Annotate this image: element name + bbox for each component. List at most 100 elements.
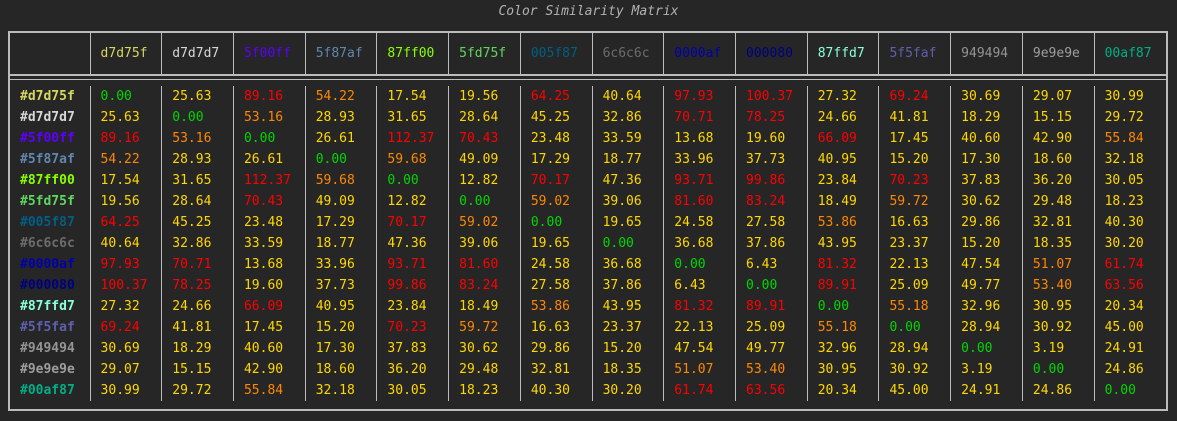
- similarity-value-cell: 30.99: [1093, 86, 1166, 107]
- similarity-value-cell: 53.40: [735, 359, 808, 380]
- similarity-value-cell: 47.36: [591, 170, 664, 191]
- similarity-value-cell: 30.69: [950, 86, 1023, 107]
- row-header: #9e9e9e: [20, 362, 75, 377]
- similarity-value-cell: 13.68: [663, 128, 736, 149]
- similarity-value-cell: 0.00: [1021, 359, 1095, 380]
- column-header: d7d75f: [89, 33, 162, 74]
- similarity-value-cell: 47.54: [663, 338, 736, 359]
- column-header: 949494: [950, 33, 1023, 74]
- similarity-value-cell: 17.29: [304, 212, 377, 233]
- column-header: 0000af: [663, 33, 736, 74]
- table-row: #005f87 64.25 45.25 23.48 17.29 70.17 59.02 0.0…: [10, 212, 1166, 233]
- similarity-value-cell: 30.20: [591, 380, 664, 401]
- table-row: #0000af 97.93 70.71 13.68 33.96 93.71 81.60 24.…: [10, 254, 1166, 275]
- similarity-value-cell: 59.02: [448, 212, 521, 233]
- similarity-value-cell: 53.40: [1021, 275, 1095, 296]
- row-header: #d7d7d7: [20, 110, 75, 125]
- row-header: #000080: [20, 278, 75, 293]
- similarity-value-cell: 89.91: [735, 296, 808, 317]
- similarity-value-cell: 24.91: [950, 380, 1023, 401]
- similarity-value-cell: 27.58: [519, 275, 593, 296]
- similarity-value-cell: 59.72: [878, 191, 951, 212]
- similarity-value-cell: 59.02: [519, 191, 593, 212]
- similarity-value-cell: 51.07: [1021, 254, 1095, 275]
- similarity-value-cell: 0.00: [89, 86, 162, 107]
- similarity-value-cell: 26.61: [232, 149, 306, 170]
- similarity-value-cell: 15.20: [878, 149, 951, 170]
- similarity-value-cell: 23.37: [878, 233, 951, 254]
- similarity-value-cell: 0.00: [304, 149, 377, 170]
- similarity-value-cell: 25.63: [89, 107, 162, 128]
- similarity-value-cell: 12.82: [448, 170, 521, 191]
- similarity-value-cell: 22.13: [878, 254, 951, 275]
- similarity-value-cell: 33.59: [232, 233, 306, 254]
- similarity-value-cell: 37.73: [304, 275, 377, 296]
- similarity-value-cell: 18.23: [448, 380, 521, 401]
- similarity-value-cell: 31.65: [376, 107, 449, 128]
- similarity-value-cell: 6.43: [735, 254, 808, 275]
- similarity-value-cell: 18.29: [950, 107, 1023, 128]
- similarity-value-cell: 70.71: [161, 254, 234, 275]
- similarity-value-cell: 69.24: [89, 317, 162, 338]
- similarity-value-cell: 18.49: [448, 296, 521, 317]
- similarity-value-cell: 18.23: [1093, 191, 1166, 212]
- similarity-value-cell: 55.18: [878, 296, 951, 317]
- row-header: #d7d75f: [20, 89, 75, 104]
- similarity-value-cell: 45.25: [161, 212, 234, 233]
- table-row: #87ffd7 27.32 24.66 66.09 40.95 23.84 18.49 53.…: [10, 296, 1166, 317]
- similarity-value-cell: 40.95: [304, 296, 377, 317]
- similarity-value-cell: 55.18: [806, 317, 879, 338]
- similarity-value-cell: 37.83: [950, 170, 1023, 191]
- similarity-value-cell: 40.64: [591, 86, 664, 107]
- table-row: #000080 100.37 78.25 19.60 37.73 99.86 83.24 27…: [10, 275, 1166, 296]
- similarity-value-cell: 18.29: [161, 338, 234, 359]
- similarity-value-cell: 47.54: [950, 254, 1023, 275]
- similarity-value-cell: 53.86: [806, 212, 879, 233]
- similarity-value-cell: 23.84: [376, 296, 449, 317]
- similarity-value-cell: 28.94: [950, 317, 1023, 338]
- similarity-value-cell: 49.09: [304, 191, 377, 212]
- similarity-value-cell: 97.93: [663, 86, 736, 107]
- column-header: 5fd75f: [448, 33, 521, 74]
- similarity-value-cell: 41.81: [161, 317, 234, 338]
- similarity-value-cell: 0.00: [232, 128, 306, 149]
- similarity-value-cell: 40.95: [806, 149, 879, 170]
- similarity-value-cell: 30.95: [1021, 296, 1095, 317]
- column-header: 87ff00: [376, 33, 449, 74]
- similarity-value-cell: 40.64: [89, 233, 162, 254]
- similarity-value-cell: 16.63: [878, 212, 951, 233]
- similarity-value-cell: 64.25: [519, 86, 593, 107]
- similarity-value-cell: 0.00: [806, 296, 879, 317]
- similarity-value-cell: 18.60: [304, 359, 377, 380]
- similarity-value-cell: 53.16: [232, 107, 306, 128]
- similarity-value-cell: 18.35: [591, 359, 664, 380]
- similarity-value-cell: 19.56: [89, 191, 162, 212]
- similarity-value-cell: 12.82: [376, 191, 449, 212]
- row-header: #949494: [20, 341, 75, 356]
- similarity-value-cell: 19.60: [735, 128, 808, 149]
- similarity-value-cell: 30.20: [1093, 233, 1166, 254]
- similarity-value-cell: 45.25: [519, 107, 593, 128]
- similarity-value-cell: 49.09: [448, 149, 521, 170]
- similarity-value-cell: 29.48: [1021, 191, 1095, 212]
- table-row: #d7d7d7 25.63 0.00 53.16 28.93 31.65 28.64 45.2…: [10, 107, 1166, 128]
- similarity-value-cell: 70.43: [232, 191, 306, 212]
- similarity-value-cell: 15.20: [304, 317, 377, 338]
- matrix-title: Color Similarity Matrix: [498, 4, 679, 19]
- similarity-value-cell: 93.71: [663, 170, 736, 191]
- table-row: #d7d75f 0.00 25.63 89.16 54.22 17.54 19.56 64.2…: [10, 86, 1166, 107]
- similarity-value-cell: 17.45: [878, 128, 951, 149]
- similarity-value-cell: 19.60: [232, 275, 306, 296]
- similarity-value-cell: 0.00: [663, 254, 736, 275]
- similarity-value-cell: 37.86: [735, 233, 808, 254]
- similarity-value-cell: 24.58: [519, 254, 593, 275]
- similarity-value-cell: 24.66: [806, 107, 879, 128]
- similarity-value-cell: 32.81: [519, 359, 593, 380]
- similarity-value-cell: 32.86: [591, 107, 664, 128]
- similarity-value-cell: 81.32: [806, 254, 879, 275]
- similarity-value-cell: 59.72: [448, 317, 521, 338]
- similarity-value-cell: 17.54: [376, 86, 449, 107]
- similarity-value-cell: 40.30: [519, 380, 593, 401]
- similarity-value-cell: 3.19: [950, 359, 1023, 380]
- column-header: d7d7d7: [161, 33, 234, 74]
